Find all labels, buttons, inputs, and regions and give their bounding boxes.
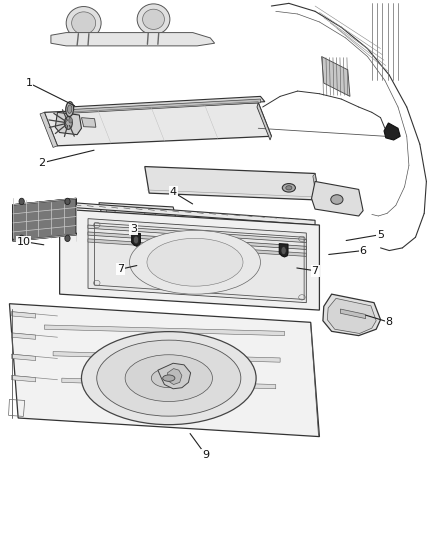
Text: 9: 9 [202, 450, 209, 460]
Polygon shape [73, 203, 315, 225]
Ellipse shape [65, 198, 70, 205]
Polygon shape [106, 209, 115, 215]
Ellipse shape [69, 118, 72, 123]
Polygon shape [53, 352, 280, 362]
Ellipse shape [151, 368, 186, 387]
Text: 4: 4 [170, 187, 177, 197]
Ellipse shape [143, 9, 164, 29]
Ellipse shape [19, 198, 24, 205]
Ellipse shape [67, 105, 72, 114]
Ellipse shape [331, 195, 343, 204]
Polygon shape [12, 354, 35, 361]
Polygon shape [44, 103, 272, 146]
Polygon shape [13, 198, 76, 241]
Polygon shape [62, 378, 276, 389]
Polygon shape [10, 304, 319, 437]
Ellipse shape [125, 355, 212, 401]
Text: 2: 2 [39, 158, 46, 168]
Polygon shape [88, 232, 306, 249]
Ellipse shape [66, 6, 101, 39]
Polygon shape [88, 239, 306, 256]
Polygon shape [384, 123, 400, 140]
Ellipse shape [81, 332, 256, 425]
Text: 1: 1 [25, 78, 32, 88]
Text: 7: 7 [117, 264, 124, 274]
Polygon shape [340, 309, 366, 319]
Polygon shape [12, 333, 35, 340]
Ellipse shape [65, 235, 70, 241]
Ellipse shape [64, 117, 72, 130]
Text: 6: 6 [360, 246, 367, 255]
Ellipse shape [162, 375, 175, 381]
Polygon shape [60, 209, 319, 310]
Polygon shape [145, 211, 155, 216]
Text: 8: 8 [386, 317, 393, 327]
Polygon shape [12, 375, 35, 382]
Polygon shape [88, 219, 306, 303]
Polygon shape [132, 233, 141, 246]
Polygon shape [81, 118, 96, 127]
Polygon shape [68, 96, 265, 112]
Ellipse shape [97, 340, 241, 416]
Polygon shape [323, 294, 381, 336]
Polygon shape [55, 112, 81, 135]
Polygon shape [321, 56, 350, 96]
Polygon shape [279, 244, 288, 257]
Polygon shape [313, 173, 319, 203]
Polygon shape [44, 325, 285, 336]
Polygon shape [40, 112, 57, 148]
Text: 3: 3 [131, 224, 138, 235]
Ellipse shape [134, 236, 139, 244]
Polygon shape [99, 203, 177, 225]
Ellipse shape [72, 12, 95, 34]
Polygon shape [167, 368, 182, 384]
Polygon shape [13, 198, 76, 241]
Ellipse shape [283, 183, 295, 192]
Polygon shape [88, 225, 306, 243]
Ellipse shape [66, 102, 74, 117]
Polygon shape [51, 33, 215, 46]
Ellipse shape [281, 247, 286, 255]
Polygon shape [327, 298, 376, 334]
Polygon shape [145, 166, 319, 200]
Ellipse shape [137, 4, 170, 35]
Polygon shape [158, 364, 191, 389]
Text: 10: 10 [16, 237, 30, 247]
Polygon shape [12, 312, 35, 318]
Text: 7: 7 [311, 266, 318, 276]
Polygon shape [311, 181, 363, 216]
Ellipse shape [286, 185, 292, 190]
Ellipse shape [19, 235, 24, 241]
Ellipse shape [147, 238, 243, 286]
Polygon shape [257, 103, 272, 140]
Ellipse shape [130, 230, 261, 294]
Polygon shape [68, 99, 261, 114]
Text: 5: 5 [377, 230, 384, 240]
